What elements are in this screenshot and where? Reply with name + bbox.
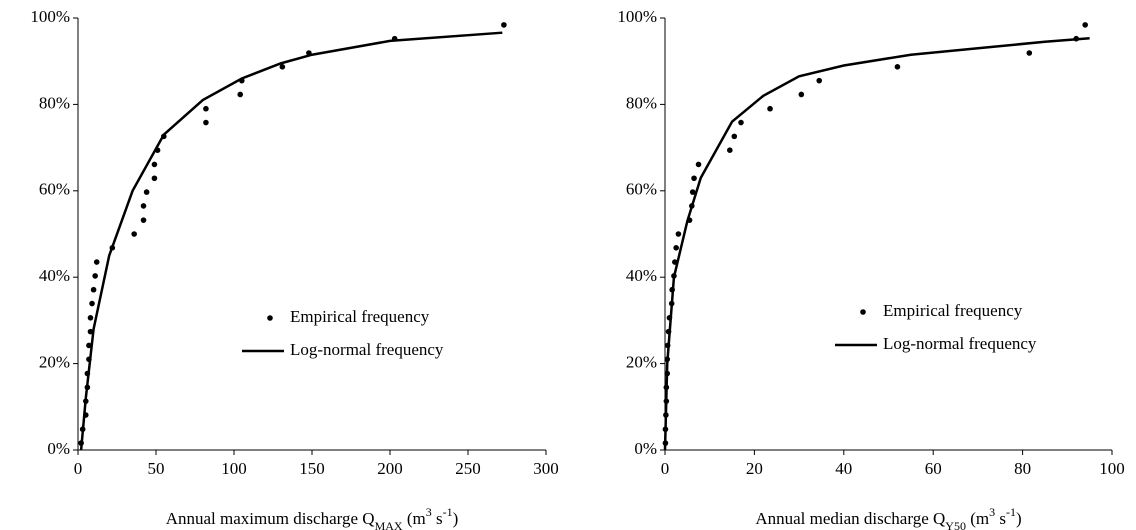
- y-tick-label: 60%: [626, 180, 657, 199]
- x-axis-label-part: s: [995, 509, 1006, 528]
- x-axis-label-part: MAX: [375, 519, 403, 530]
- y-tick-label: 80%: [626, 93, 657, 112]
- y-tick-label: 100%: [30, 7, 70, 26]
- point: [731, 133, 738, 140]
- legend-marker: [267, 315, 273, 321]
- point: [816, 77, 823, 84]
- y-tick-label: 0%: [634, 439, 657, 458]
- point: [237, 91, 244, 98]
- x-tick-label: 100: [221, 459, 247, 478]
- x-axis-label-part: -1: [443, 505, 453, 519]
- x-tick-label: 20: [746, 459, 763, 478]
- x-axis-label-part: (m: [966, 509, 989, 528]
- x-tick-label: 150: [299, 459, 325, 478]
- x-tick-label: 0: [661, 459, 670, 478]
- x-tick-label: 200: [377, 459, 403, 478]
- point: [90, 286, 97, 293]
- x-axis-label-part: Annual maximum discharge Q: [166, 509, 375, 528]
- x-axis-label-part: Y50: [945, 519, 966, 530]
- point: [727, 147, 733, 153]
- x-tick-label: 80: [1014, 459, 1031, 478]
- x-axis-label-part: ): [1016, 509, 1022, 528]
- chart: 0% 20% 40% 60% 80% 100% 0 20 40 60 80 100 Annual med…: [617, 7, 1124, 530]
- point: [689, 189, 696, 195]
- point: [1082, 22, 1088, 28]
- x-tick-label: 100: [1099, 459, 1125, 478]
- x-axis-label: Annual median discharge QY50 (m3 s-1): [755, 505, 1021, 530]
- point: [675, 231, 682, 237]
- point: [151, 175, 158, 182]
- y-tick-label: 80%: [39, 93, 70, 112]
- point: [131, 231, 137, 237]
- x-axis-label-part: (m: [403, 509, 426, 528]
- x-tick-label: 0: [74, 459, 83, 478]
- y-tick-label: 60%: [39, 180, 70, 199]
- point: [203, 105, 209, 112]
- x-axis-label: Annual maximum discharge QMAX (m3 s-1): [166, 505, 459, 530]
- x-tick-label: 60: [925, 459, 942, 478]
- legend-label: Empirical frequency: [290, 307, 430, 326]
- point: [86, 342, 92, 349]
- x-tick-label: 300: [533, 459, 559, 478]
- point: [143, 189, 150, 195]
- point: [1026, 50, 1033, 56]
- x-axis-label-part: s: [432, 509, 443, 528]
- x-axis-label-part: -1: [1006, 505, 1016, 519]
- x-axis-label-part: 3: [989, 505, 995, 519]
- point: [140, 217, 147, 223]
- y-tick-label: 40%: [626, 266, 657, 285]
- point: [89, 300, 95, 307]
- point: [691, 175, 697, 182]
- y-tick-label: 20%: [626, 353, 657, 372]
- point: [203, 119, 209, 126]
- x-tick-label: 250: [455, 459, 481, 478]
- point: [92, 273, 98, 279]
- point: [798, 91, 805, 98]
- point: [767, 105, 773, 112]
- y-tick-label: 100%: [617, 7, 657, 26]
- line: [79, 31, 503, 451]
- x-axis-label-part: Annual median discharge Q: [755, 509, 945, 528]
- legend-label: Empirical frequency: [883, 301, 1023, 320]
- legend-marker: [860, 309, 866, 315]
- x-axis-label-part: 3: [426, 505, 432, 519]
- chart: 0% 20% 40% 60% 80% 100% 0 50 100 150 200 250 300 Annu…: [30, 7, 558, 530]
- point: [501, 22, 507, 28]
- point: [87, 315, 94, 321]
- x-tick-label: 40: [835, 459, 852, 478]
- y-tick-label: 20%: [39, 353, 70, 372]
- x-tick-label: 50: [148, 459, 165, 478]
- point: [279, 64, 286, 70]
- point: [140, 203, 147, 209]
- y-tick-label: 40%: [39, 266, 70, 285]
- line: [663, 37, 1090, 451]
- point: [151, 161, 158, 168]
- legend-label: Log-normal frequency: [290, 340, 444, 359]
- x-axis-label-part: ): [453, 509, 459, 528]
- point: [673, 245, 679, 251]
- legend-label: Log-normal frequency: [883, 334, 1037, 353]
- y-tick-label: 0%: [47, 439, 70, 458]
- point: [87, 328, 94, 335]
- point: [93, 259, 100, 265]
- point: [894, 64, 901, 70]
- point: [695, 161, 702, 168]
- point: [738, 119, 744, 126]
